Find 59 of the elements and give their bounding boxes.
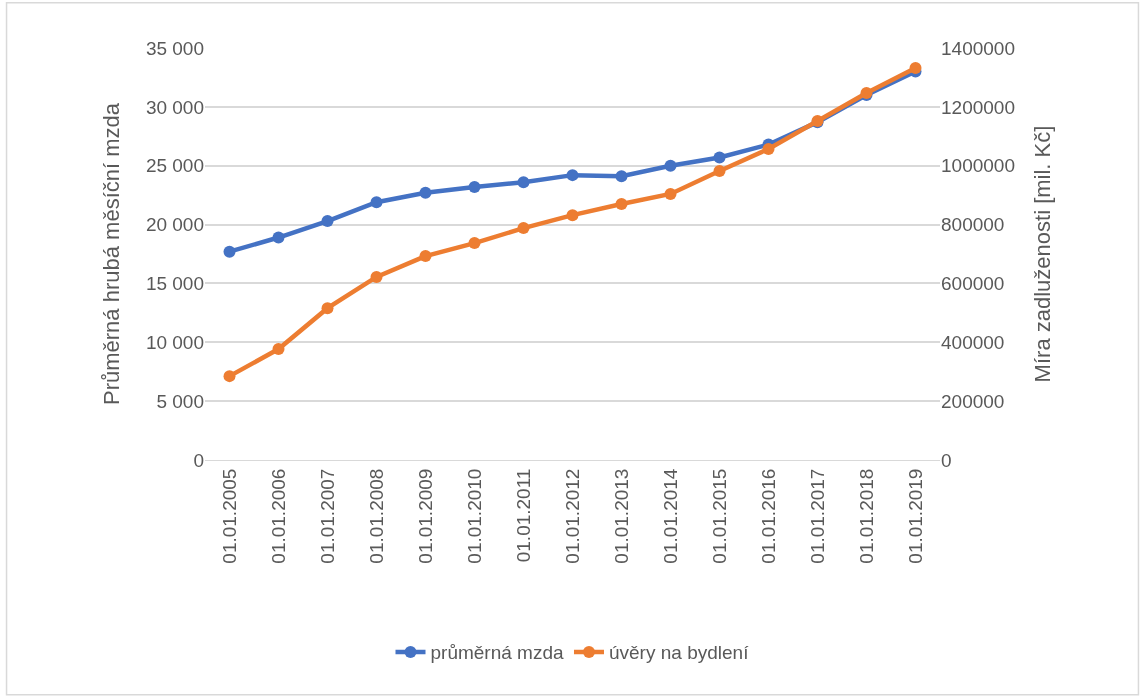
- x-tick-label: 01.01.2015: [708, 468, 730, 564]
- y-axis-title: Průměrná hrubá měsíční mzda: [98, 102, 124, 406]
- point: [223, 370, 236, 383]
- y-tick-label: 35 000: [145, 37, 204, 59]
- y-tick-label: 10 000: [145, 331, 204, 353]
- x-tick-label: 01.01.2012: [561, 468, 583, 564]
- point: [370, 196, 383, 209]
- y2-tick-label: 800000: [941, 214, 1005, 236]
- point: [566, 209, 579, 222]
- y-tick-label: 25 000: [145, 155, 204, 177]
- y2-axis-title: Míra zadluženosti [mil. Kč]: [1029, 125, 1055, 383]
- point: [664, 159, 677, 172]
- point: [321, 302, 334, 315]
- x-tick-label: 01.01.2005: [218, 468, 240, 564]
- y-tick-label: 30 000: [145, 96, 204, 118]
- point: [468, 237, 481, 250]
- y2-tick-label: 600000: [941, 273, 1005, 295]
- x-tick-label: 01.01.2010: [463, 468, 485, 564]
- y2-tick-label: 1000000: [941, 155, 1015, 177]
- point: [566, 169, 579, 182]
- x-tick-label: 01.01.2016: [757, 468, 779, 564]
- y2-tick-label: 0: [941, 449, 952, 471]
- point: [517, 176, 530, 189]
- x-tick-label: 01.01.2006: [267, 468, 289, 564]
- x-tick-label: 01.01.2017: [806, 468, 828, 564]
- point: [909, 62, 922, 74]
- x-tick-label: 01.01.2011: [512, 468, 534, 563]
- legend-label: úvěry na bydlení: [608, 642, 750, 664]
- point: [419, 250, 432, 263]
- point: [615, 197, 628, 210]
- x-tick-label: 01.01.2014: [659, 468, 681, 564]
- point: [713, 165, 726, 177]
- point: [762, 142, 775, 155]
- x-tick-label: 01.01.2009: [414, 468, 436, 564]
- x-tick-label: 01.01.2019: [904, 468, 926, 564]
- y-tick-label: 0: [193, 449, 204, 471]
- y2-tick-label: 200000: [941, 390, 1005, 412]
- point: [713, 151, 726, 164]
- point: [321, 215, 334, 228]
- y2-tick-label: 400000: [941, 331, 1005, 353]
- x-tick-label: 01.01.2013: [610, 468, 632, 564]
- point: [664, 187, 677, 200]
- point: [272, 231, 285, 244]
- y-tick-label: 5 000: [156, 390, 204, 412]
- point: [223, 245, 236, 258]
- x-tick-label: 01.01.2018: [855, 468, 877, 564]
- x-tick-label: 01.01.2008: [365, 468, 387, 564]
- x-tick-label: 01.01.2007: [316, 468, 338, 564]
- y-tick-label: 15 000: [145, 273, 204, 295]
- y2-tick-label: 1200000: [941, 96, 1015, 118]
- point: [370, 270, 383, 283]
- legend-label: průměrná mzda: [430, 642, 564, 664]
- point: [517, 222, 530, 235]
- y2-tick-label: 1400000: [941, 37, 1015, 59]
- point: [468, 180, 481, 193]
- point: [272, 343, 285, 356]
- point: [419, 186, 432, 199]
- point: [615, 170, 628, 183]
- y-tick-label: 20 000: [145, 214, 204, 236]
